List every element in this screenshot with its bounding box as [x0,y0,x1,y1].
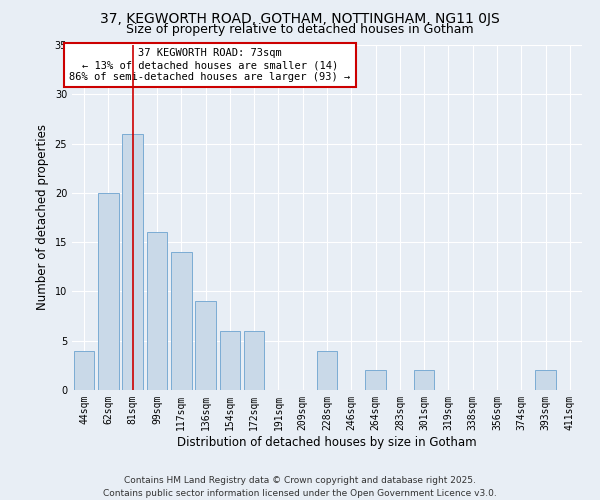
Bar [414,370,434,390]
Bar [317,350,337,390]
Bar [74,350,94,390]
Text: Contains HM Land Registry data © Crown copyright and database right 2025.
Contai: Contains HM Land Registry data © Crown c… [103,476,497,498]
Bar [146,232,167,390]
Bar [171,252,191,390]
Bar [220,331,240,390]
Bar [195,302,216,390]
Text: Size of property relative to detached houses in Gotham: Size of property relative to detached ho… [126,22,474,36]
Text: 37 KEGWORTH ROAD: 73sqm
← 13% of detached houses are smaller (14)
86% of semi-de: 37 KEGWORTH ROAD: 73sqm ← 13% of detache… [69,48,350,82]
Text: 37, KEGWORTH ROAD, GOTHAM, NOTTINGHAM, NG11 0JS: 37, KEGWORTH ROAD, GOTHAM, NOTTINGHAM, N… [100,12,500,26]
Bar [535,370,556,390]
Bar [98,193,119,390]
X-axis label: Distribution of detached houses by size in Gotham: Distribution of detached houses by size … [177,436,477,448]
Y-axis label: Number of detached properties: Number of detached properties [36,124,49,310]
Bar [122,134,143,390]
Bar [244,331,265,390]
Bar [365,370,386,390]
